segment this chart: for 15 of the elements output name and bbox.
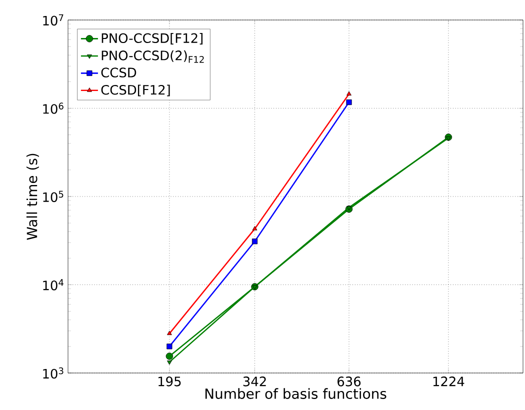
y-tick-label: 10$^{6}$ bbox=[43, 102, 64, 114]
legend-label: PNO-CCSD[F12] bbox=[102, 33, 202, 45]
x-tick-label: 195 bbox=[158, 376, 181, 386]
x-axis-title: Number of basis functions bbox=[205, 388, 386, 399]
legend-label: PNO-CCSD(2)$_{F12}$ bbox=[102, 50, 204, 63]
legend-label: CCSD[F12] bbox=[101, 84, 170, 96]
y-axis-title: Wall time (s) bbox=[26, 154, 39, 240]
x-tick-label: 1224 bbox=[433, 376, 464, 386]
y-tick-label: 10$^{5}$ bbox=[43, 190, 64, 202]
y-tick-label: 10$^{7}$ bbox=[43, 14, 64, 26]
y-tick-label: 10$^{4}$ bbox=[43, 279, 64, 290]
y-tick-label: 10$^{3}$ bbox=[43, 367, 64, 379]
x-tick-label: 342 bbox=[243, 376, 266, 386]
legend-label: CCSD bbox=[101, 68, 136, 78]
x-tick-label: 636 bbox=[338, 376, 361, 386]
